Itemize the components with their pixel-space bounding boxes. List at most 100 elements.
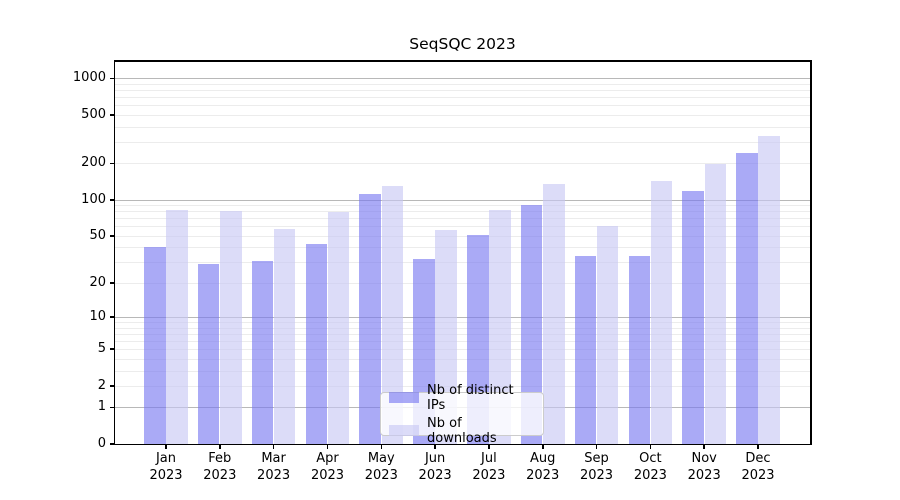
legend-item-downloads: Nb of downloads xyxy=(389,416,535,446)
y-axis-tick xyxy=(109,162,114,164)
legend-swatch-downloads xyxy=(389,425,419,436)
y-axis-tick xyxy=(109,443,114,445)
gridline-minor xyxy=(115,226,810,228)
gridline-minor xyxy=(115,333,810,335)
axis-spine-bottom xyxy=(113,443,812,446)
bar-distinct-ips-nov xyxy=(682,190,704,444)
x-axis-tick xyxy=(380,445,382,450)
y-axis-tick xyxy=(109,282,114,284)
x-axis-tick-label: Aug 2023 xyxy=(526,451,560,483)
y-axis-tick xyxy=(109,316,114,318)
x-axis-tick xyxy=(272,445,275,450)
gridline-minor xyxy=(115,211,810,213)
legend: Nb of distinct IPs Nb of downloads xyxy=(380,383,544,446)
y-axis-tick-label: 0 xyxy=(97,436,106,451)
y-axis-tick xyxy=(109,348,114,350)
y-axis-tick-label: 200 xyxy=(81,155,106,171)
gridline-minor xyxy=(115,327,810,329)
bar-distinct-ips-apr xyxy=(305,243,328,444)
legend-swatch-distinct-ips xyxy=(389,392,419,403)
gridline-minor xyxy=(115,349,810,351)
gridline-minor xyxy=(115,83,810,85)
gridline-minor xyxy=(115,247,810,249)
bar-downloads-jun xyxy=(435,230,457,444)
x-axis-tick-label: Oct 2023 xyxy=(633,451,667,483)
y-axis-tick-label: 500 xyxy=(81,106,106,122)
gridline-minor xyxy=(115,262,810,264)
x-axis-tick-label: May 2023 xyxy=(364,451,398,483)
x-axis-tick xyxy=(757,445,759,450)
gridline-minor xyxy=(115,341,810,342)
bar-downloads-dec xyxy=(758,135,780,444)
x-axis-tick-label: Apr 2023 xyxy=(310,451,345,483)
gridline-minor xyxy=(115,322,810,324)
gridline-major xyxy=(115,199,810,201)
bar-distinct-ips-jan xyxy=(144,247,166,444)
gridline-minor xyxy=(115,370,810,372)
bar-downloads-apr xyxy=(327,212,350,444)
gridline-minor xyxy=(115,163,810,165)
x-axis-tick-label: Mar 2023 xyxy=(257,451,291,483)
y-axis-tick xyxy=(109,406,114,409)
bar-downloads-feb xyxy=(220,211,242,444)
bar-distinct-ips-feb xyxy=(197,264,220,444)
x-axis-tick xyxy=(703,445,705,450)
y-axis-tick-label: 5 xyxy=(97,341,106,357)
axis-spine-right xyxy=(810,60,812,445)
y-axis-tick-label: 10 xyxy=(89,309,106,325)
x-axis-tick-label: Feb 2023 xyxy=(203,451,237,483)
bar-distinct-ips-jul xyxy=(467,234,489,444)
x-axis-tick xyxy=(165,445,167,450)
bar-downloads-nov xyxy=(704,164,727,444)
y-axis-tick xyxy=(109,199,114,201)
legend-item-distinct-ips: Nb of distinct IPs xyxy=(389,383,535,413)
x-axis-tick xyxy=(542,445,544,450)
x-axis-tick-label: Jul 2023 xyxy=(472,451,506,483)
y-axis-tick-label: 20 xyxy=(89,274,106,290)
y-axis-tick-label: 1000 xyxy=(72,70,106,86)
legend-label-downloads: Nb of downloads xyxy=(427,415,497,446)
plot-area xyxy=(115,60,810,444)
x-axis-tick-label: Jan 2023 xyxy=(149,451,183,483)
x-axis-tick-label: Nov 2023 xyxy=(687,451,721,483)
bar-distinct-ips-aug xyxy=(520,204,543,444)
chart-title: SeqSQC 2023 xyxy=(409,35,516,53)
gridline-minor xyxy=(115,90,810,92)
bar-downloads-may xyxy=(381,185,404,444)
x-axis-tick xyxy=(649,445,652,450)
gridline-minor xyxy=(115,97,810,99)
y-axis-tick-label: 1 xyxy=(97,399,106,415)
gridline-minor xyxy=(115,358,810,360)
gridline-minor xyxy=(115,105,810,107)
y-axis-tick-label: 50 xyxy=(89,227,106,243)
bar-downloads-sep xyxy=(596,225,619,444)
x-axis-tick xyxy=(488,445,490,450)
x-axis-tick xyxy=(326,445,329,450)
bar-downloads-jul xyxy=(489,209,511,444)
axis-spine-top xyxy=(113,60,812,62)
bar-distinct-ips-may xyxy=(359,193,381,444)
x-axis-tick xyxy=(595,445,598,450)
y-axis-tick xyxy=(109,114,114,116)
y-axis-tick-label: 2 xyxy=(97,377,106,393)
y-axis-tick-label: 100 xyxy=(81,191,106,207)
bar-downloads-mar xyxy=(273,229,296,444)
y-axis-tick xyxy=(109,235,114,237)
bar-downloads-jan xyxy=(166,209,188,444)
bar-distinct-ips-dec xyxy=(736,152,758,444)
gridline-minor xyxy=(115,126,810,128)
axis-spine-left xyxy=(113,60,115,445)
gridline-minor xyxy=(115,114,810,116)
bar-distinct-ips-oct xyxy=(628,255,651,444)
bar-distinct-ips-sep xyxy=(574,255,597,444)
bar-downloads-aug xyxy=(543,184,565,444)
gridline-major xyxy=(115,78,810,80)
gridline-minor xyxy=(115,205,810,207)
gridline-minor xyxy=(115,235,810,237)
y-axis-tick xyxy=(109,77,114,80)
bar-downloads-oct xyxy=(650,181,673,444)
gridline-major xyxy=(115,317,810,319)
bar-distinct-ips-mar xyxy=(251,260,274,444)
y-axis-tick xyxy=(109,385,114,387)
